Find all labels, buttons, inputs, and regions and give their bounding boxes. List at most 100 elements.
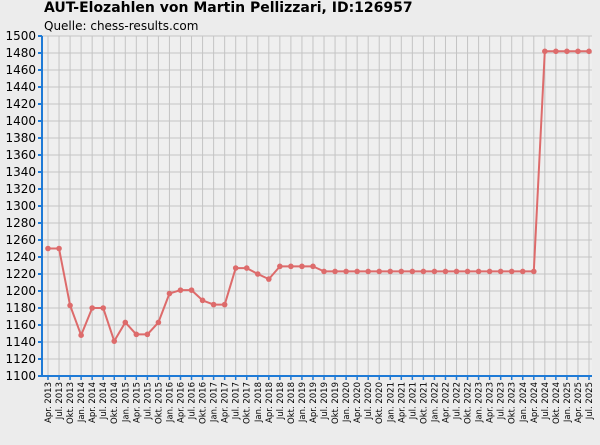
y-tick-label: 1420	[5, 97, 36, 111]
x-tick-label: Jul. 2014	[99, 382, 109, 420]
data-point	[177, 287, 184, 293]
x-tick-label: Okt. 2015	[154, 382, 164, 424]
x-tick-labels: Apr. 2013 Jul. 2013 Okt. 2013 Jan. 2014 Apr.…	[44, 382, 595, 424]
x-tick-label: Apr. 2014	[88, 382, 98, 423]
x-tick-label: Jan. 2016	[165, 382, 175, 423]
data-point	[475, 268, 482, 275]
y-tick-label: 1340	[5, 165, 36, 179]
data-point	[420, 268, 427, 275]
y-tick-label: 1320	[5, 182, 36, 196]
data-point	[221, 301, 228, 308]
x-tick-label: Okt. 2021	[419, 382, 429, 424]
data-point	[365, 268, 371, 275]
y-tick-label: 1180	[5, 301, 36, 315]
data-point	[166, 290, 173, 297]
y-tick-label: 1400	[5, 114, 36, 128]
y-tick-label: 1300	[5, 199, 36, 213]
data-point	[210, 301, 217, 308]
data-point	[343, 268, 349, 275]
x-tick-label: Jul. 2017	[232, 382, 242, 420]
x-tick-label: Apr. 2022	[441, 382, 451, 423]
x-tick-label: Okt. 2014	[110, 382, 120, 424]
data-point	[243, 265, 250, 271]
x-tick-label: Okt. 2019	[331, 382, 341, 424]
x-tick-label: Apr. 2015	[132, 382, 142, 423]
x-tick-label: Jul. 2021	[408, 382, 418, 420]
y-tick-label: 1480	[5, 46, 36, 60]
x-tick-label: Jul. 2013	[55, 382, 65, 420]
data-point	[188, 287, 195, 293]
x-tick-label: Jul. 2020	[364, 382, 374, 420]
data-point	[354, 268, 360, 275]
x-tick-label: Jul. 2022	[453, 382, 463, 420]
x-tick-label: Jan. 2020	[342, 382, 352, 423]
y-tick-label: 1140	[5, 335, 36, 349]
data-point	[464, 268, 471, 275]
x-tick-label: Okt. 2020	[375, 382, 385, 424]
x-tick-label: Apr. 2019	[309, 382, 319, 423]
data-point	[519, 268, 526, 275]
data-point	[288, 263, 294, 270]
data-point	[299, 263, 305, 270]
x-tick-label: Jan. 2014	[77, 382, 87, 423]
x-tick-label: Jan. 2017	[210, 382, 220, 423]
data-point	[586, 48, 592, 55]
x-tick-label: Apr. 2017	[221, 382, 231, 423]
data-point	[321, 268, 327, 275]
x-tick-label: Jan. 2025	[563, 382, 573, 423]
data-point	[56, 245, 62, 252]
x-tick-label: Apr. 2023	[486, 382, 496, 423]
data-point	[310, 263, 316, 270]
data-point	[266, 276, 272, 282]
y-tick-label: 1360	[5, 148, 36, 162]
data-point	[78, 332, 84, 339]
y-tick-label: 1120	[5, 352, 36, 366]
data-point	[409, 268, 416, 275]
data-point	[332, 268, 338, 275]
y-tick-label: 1440	[5, 80, 36, 94]
chart-title: AUT-Elozahlen von Martin Pellizzari, ID:…	[44, 0, 413, 16]
data-point	[530, 268, 537, 275]
data-point	[508, 268, 515, 275]
x-tick-label: Apr. 2013	[44, 382, 54, 423]
x-tick-label: Jan. 2023	[475, 382, 485, 423]
y-tick-label: 1100	[5, 369, 36, 383]
data-point	[100, 305, 107, 311]
x-tick-label: Jan. 2018	[254, 382, 264, 423]
data-point	[155, 319, 162, 326]
data-point	[575, 48, 581, 55]
x-tick-label: Jul. 2019	[320, 382, 330, 420]
x-tick-label: Jan. 2021	[386, 382, 396, 423]
x-tick-label: Okt. 2022	[464, 382, 474, 424]
chart-subtitle: Quelle: chess-results.com	[44, 19, 199, 33]
data-point	[277, 263, 283, 270]
x-tick-label: Apr. 2025	[574, 382, 584, 423]
x-tick-label: Jan. 2019	[298, 382, 308, 423]
x-tick-label: Okt. 2018	[287, 382, 297, 424]
y-tick-label: 1280	[5, 216, 36, 230]
data-point	[553, 48, 559, 55]
data-point	[232, 265, 239, 271]
x-tick-label: Jan. 2024	[519, 382, 529, 423]
data-point	[45, 245, 51, 252]
data-point	[122, 319, 129, 326]
data-point	[486, 268, 493, 275]
data-point	[111, 338, 118, 344]
y-tick-label: 1160	[5, 318, 36, 332]
x-tick-label: Apr. 2016	[176, 382, 186, 423]
x-tick-label: Apr. 2021	[397, 382, 407, 423]
data-point	[89, 305, 95, 311]
x-tick-label: Jul. 2015	[143, 382, 153, 420]
x-tick-label: Jul. 2024	[541, 382, 551, 420]
y-tick-label: 1460	[5, 63, 36, 77]
x-tick-label: Okt. 2016	[199, 382, 209, 424]
y-tick-label: 1240	[5, 250, 36, 264]
data-point	[564, 48, 570, 55]
axis-layer	[38, 35, 592, 380]
data-point	[133, 331, 140, 338]
x-tick-label: Jul. 2025	[585, 382, 595, 420]
x-tick-label: Okt. 2024	[552, 382, 562, 424]
x-tick-label: Apr. 2020	[353, 382, 363, 423]
y-tick-label: 1500	[5, 29, 36, 43]
